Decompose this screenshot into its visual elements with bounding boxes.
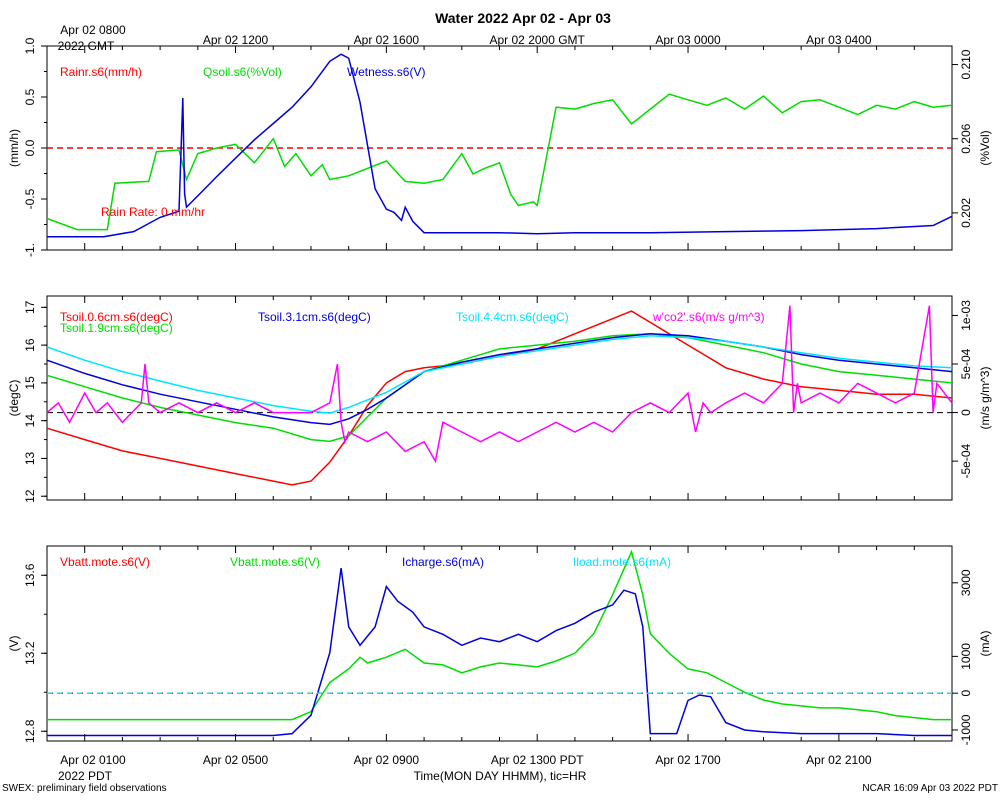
- legend-label: w'co2'.s6(m/s g/m^3): [652, 310, 765, 324]
- y-tick-label: -1.: [23, 243, 37, 257]
- bottom-axis-tick-label: Apr 02 2100: [806, 753, 872, 767]
- y2-tick-label: 0: [959, 690, 973, 697]
- y2-axis-label: (%Vol): [978, 130, 992, 165]
- y-tick-label: -0.5: [23, 188, 37, 209]
- y-tick-label: 12: [23, 489, 37, 503]
- chart-annotation: Rain Rate: 0 mm/hr: [101, 205, 205, 219]
- legend-label: Iload.mote.s6(mA): [573, 555, 671, 569]
- series-line-icharge-s6-ma: [47, 568, 952, 737]
- legend-label: Tsoil.3.1cm.s6(degC): [258, 310, 371, 324]
- y-tick-label: 15: [23, 376, 37, 390]
- series-line-wetness-s6-v: [47, 53, 953, 238]
- y2-tick-label: 5e-04: [959, 348, 973, 379]
- series-line-tsoil-1-9cm-s6-degc: [46, 333, 953, 443]
- bottom-axis-tick-label: Apr 02 0900: [354, 753, 420, 767]
- bottom-axis-tick-label: Apr 02 1700: [655, 753, 721, 767]
- top-axis-tick-label: Apr 03 0000: [655, 33, 721, 47]
- y2-tick-label: 3000: [959, 569, 973, 596]
- legend-label: Tsoil.1.9cm.s6(degC): [60, 321, 173, 335]
- legend-label: Qsoil.s6(%Vol): [203, 65, 282, 79]
- y-tick-label: 1.0: [23, 37, 37, 54]
- legend-label: Wetness.s6(V): [347, 65, 425, 79]
- y2-tick-label: 0.202: [959, 198, 973, 228]
- top-axis-tick-label: Apr 03 0400: [806, 33, 872, 47]
- top-axis-tick-label: Apr 02 2000 GMT: [490, 33, 586, 47]
- top-time-axis: Apr 02 1200 Apr 02 1600 Apr 02 2000 GMT Apr…: [203, 33, 872, 47]
- y-axis-label: (degC): [7, 380, 21, 417]
- top-axis-first-label: Apr 02 0800: [60, 23, 126, 37]
- y2-tick-label: 1e-03: [959, 300, 973, 331]
- y-tick-label: 12.8: [23, 719, 37, 743]
- chart-title: Water 2022 Apr 02 - Apr 03: [435, 10, 611, 26]
- series-line-tsoil-3-1cm-s6-degc: [46, 333, 953, 426]
- y-tick-label: 0.0: [23, 139, 37, 156]
- series-line-tsoil-4-4cm-s6-degc: [46, 334, 953, 414]
- bottom-axis-tick-label: Apr 02 0500: [203, 753, 269, 767]
- y2-tick-label: 0.206: [959, 123, 973, 153]
- footer-left: SWEX: preliminary field observations: [2, 783, 167, 794]
- y2-axis-label: (m/s g/m^3): [978, 367, 992, 430]
- y-tick-label: 14: [23, 414, 37, 428]
- footer-right: NCAR 16:09 Apr 03 2022 PDT: [862, 783, 998, 794]
- panel-frame: [46, 295, 953, 501]
- y-tick-label: 13.6: [23, 563, 37, 587]
- water-panel: -1. -0.5 0.0 0.5 1.0 (mm/h) 0.202 0.206 0.210 (%V…: [7, 37, 992, 257]
- series-line-w-co2-s6-m-s-g-m-3: [46, 305, 953, 464]
- legend-label: Tsoil.4.4cm.s6(degC): [456, 310, 569, 324]
- y2-tick-label: 0: [959, 409, 973, 416]
- y2-axis-label: (mA): [978, 631, 992, 657]
- top-axis-tick-label: Apr 02 1200: [203, 33, 269, 47]
- bottom-axis-tick-label: Apr 02 1300 PDT: [491, 753, 584, 767]
- legend-label: Vbatt.mote.s6(V): [60, 555, 150, 569]
- y2-tick-label: -1000: [959, 714, 973, 745]
- y2-tick-label: 1000: [959, 643, 973, 670]
- soil-temperature-panel: 12 13 14 15 16 17 (degC) -5e-04 0 5e-04 1e-03 (m/s …: [7, 295, 992, 503]
- x-axis-label: Time(MON DAY HHMM), tic=HR: [414, 769, 587, 783]
- y-tick-label: 17: [23, 300, 37, 314]
- y-axis-label: (V): [7, 636, 21, 652]
- y-tick-label: 13.2: [23, 641, 37, 665]
- bottom-axis-first-label: Apr 02 0100: [60, 753, 126, 767]
- panel-frame: [46, 545, 953, 742]
- y-axis-label: (mm/h): [7, 129, 21, 167]
- y-tick-label: 16: [23, 338, 37, 352]
- y-tick-label: 13: [23, 451, 37, 465]
- top-axis-tick-label: Apr 02 1600: [354, 33, 420, 47]
- bottom-axis-first-label-year: 2022 PDT: [58, 769, 113, 783]
- legend-label: Vbatt.mote.s6(V): [230, 555, 320, 569]
- legend-label: Rainr.s6(mm/h): [60, 65, 142, 79]
- series-line-qsoil-s6-vol: [46, 93, 953, 231]
- series-line-vbatt-mote-s6-v: [47, 549, 952, 721]
- y2-tick-label: -5e-04: [959, 443, 973, 478]
- y-tick-label: 0.5: [23, 88, 37, 105]
- y2-tick-label: 0.210: [959, 49, 973, 79]
- bottom-time-axis: Apr 02 0500 Apr 02 0900 Apr 02 1300 PDT Apr…: [203, 753, 872, 767]
- legend-label: Tsoil.0.6cm.s6(degC): [60, 310, 173, 324]
- power-panel: 12.8 13.2 13.6 (V) -1000 0 1000 3000 (mA) Vbatt.m…: [7, 545, 992, 745]
- legend-label: Icharge.s6(mA): [402, 555, 484, 569]
- series-line-tsoil-0-6cm-s6-degc: [46, 310, 953, 486]
